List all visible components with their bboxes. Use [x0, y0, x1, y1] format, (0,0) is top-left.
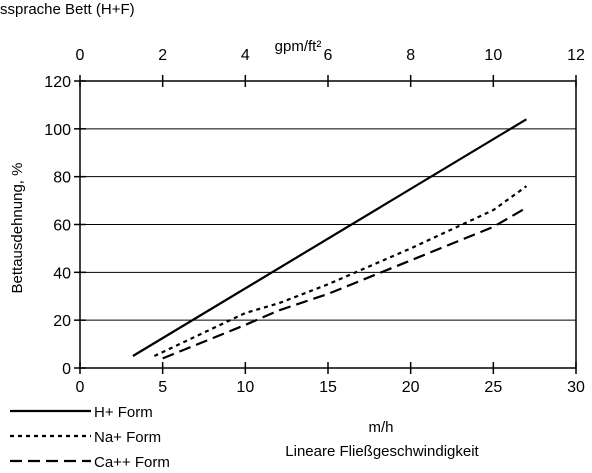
x-tick-label: 15: [319, 379, 337, 396]
legend-label: Na+ Form: [94, 429, 161, 446]
clipped-top-text: ssprache Bett (H+F): [0, 1, 135, 18]
x2-tick-label: 4: [241, 47, 250, 64]
x2-tick-label: 8: [406, 47, 415, 64]
y-tick-label: 100: [44, 122, 71, 139]
x2-tick-label: 2: [158, 47, 167, 64]
y-tick-label: 20: [53, 313, 71, 330]
x-axis-subtitle: Lineare Fließgeschwindigkeit: [285, 443, 479, 460]
x-axis-title: m/h: [368, 419, 393, 436]
legend-label: H+ Form: [94, 404, 153, 421]
x2-tick-label: 12: [567, 47, 585, 64]
y-axis-title: Bettausdehnung, %: [9, 163, 26, 294]
legend-label: Ca++ Form: [94, 454, 170, 471]
series-group: [132, 118, 528, 360]
x-tick-label: 25: [484, 379, 502, 396]
y-tick-label: 80: [53, 170, 71, 187]
x2-tick-label: 6: [324, 47, 333, 64]
y-tick-label: 60: [53, 218, 71, 235]
y-tick-label: 0: [62, 361, 71, 378]
legend: H+ Form Na+ Form Ca++ Form: [10, 404, 170, 471]
x2-tick-label: 10: [484, 47, 502, 64]
tick-group: 0 20 40 60 80 100 120 0 5 10 15 20 25 30 0 2 4 6 8 10 12: [44, 47, 585, 396]
series-line-h-form: [132, 118, 527, 357]
x-tick-label: 20: [402, 379, 420, 396]
x-tick-label: 30: [567, 379, 585, 396]
x-tick-label: 5: [158, 379, 167, 396]
x2-axis-title: gpm/ft²: [275, 38, 322, 55]
x-tick-label: 0: [76, 379, 85, 396]
y-tick-label: 120: [44, 74, 71, 91]
x2-tick-label: 0: [76, 47, 85, 64]
x-tick-label: 10: [236, 379, 254, 396]
y-tick-label: 40: [53, 265, 71, 282]
grid-lines: [80, 128, 576, 321]
series-line-ca-form: [162, 206, 527, 360]
series-line-na-form: [153, 185, 528, 357]
